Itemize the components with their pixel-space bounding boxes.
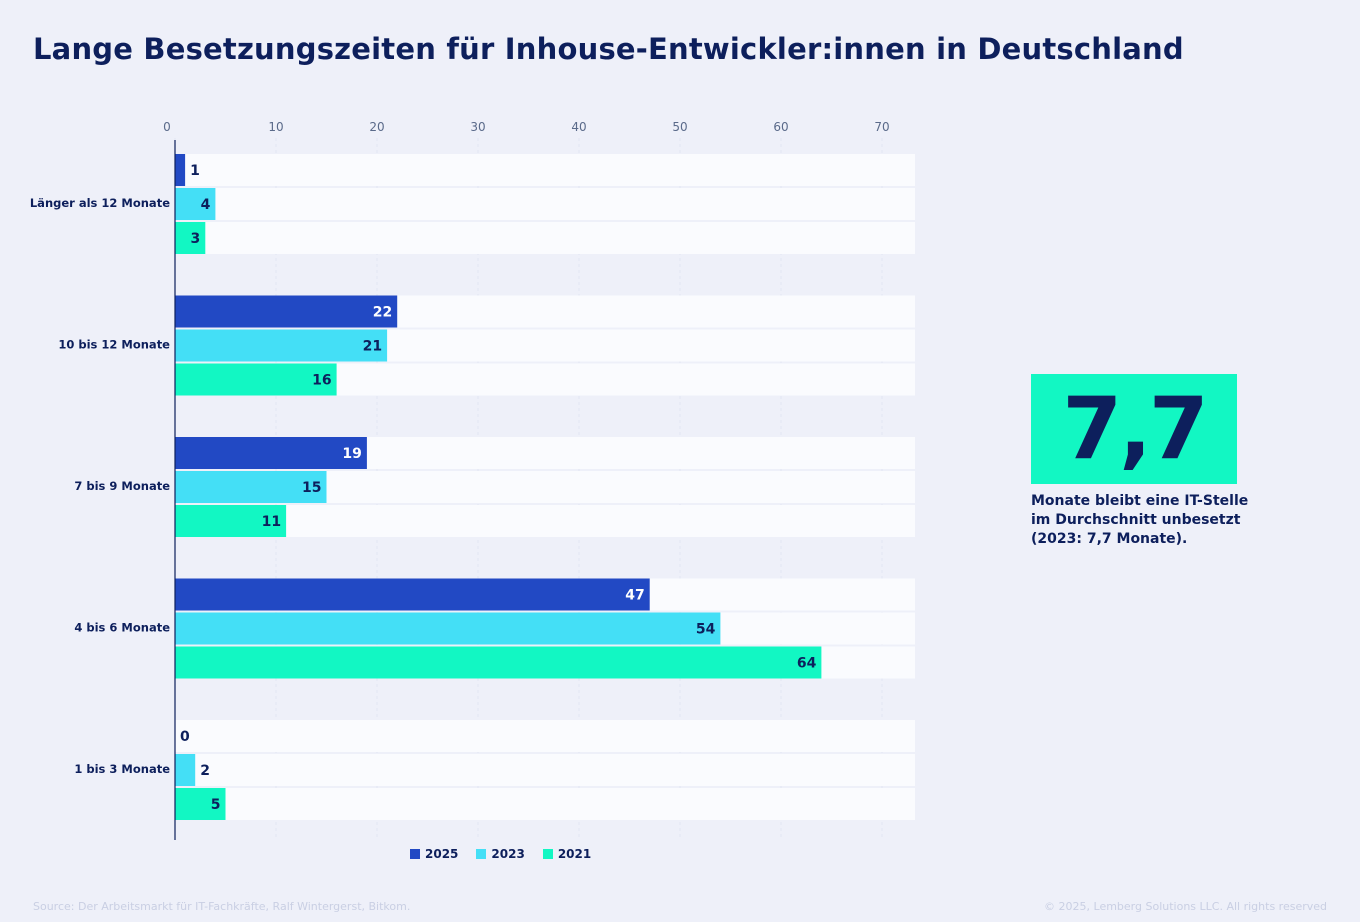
- x-tick-label: 70: [874, 120, 889, 134]
- bar-2021: [175, 505, 287, 537]
- data-label: 4: [201, 197, 211, 213]
- x-tick-label: 60: [773, 120, 788, 134]
- x-tick-label: 20: [369, 120, 384, 134]
- data-label: 1: [190, 163, 200, 179]
- legend-item-2023: 2023: [476, 847, 525, 861]
- bar-track: [175, 720, 915, 752]
- x-tick-label: 0: [163, 120, 171, 134]
- bar-2025: [175, 295, 398, 328]
- x-tick-label: 10: [268, 120, 283, 134]
- data-label: 16: [312, 373, 331, 389]
- data-label: 54: [696, 622, 716, 638]
- category-label: 10 bis 12 Monate: [58, 338, 170, 352]
- bar-2023: [175, 329, 388, 362]
- data-label: 0: [180, 729, 190, 745]
- x-tick-label: 40: [571, 120, 586, 134]
- data-label: 5: [211, 797, 221, 813]
- data-label: 19: [342, 446, 361, 462]
- bar-2023: [175, 754, 196, 786]
- data-label: 22: [373, 305, 392, 321]
- source-note: Source: Der Arbeitsmarkt für IT-Fachkräf…: [33, 900, 411, 913]
- data-label: 47: [625, 588, 644, 604]
- page-title: Lange Besetzungszeiten für Inhouse-Entwi…: [33, 32, 1184, 66]
- kpi-description: Monate bleibt eine IT-Stelle im Durchsch…: [1031, 493, 1249, 547]
- bar-2021: [175, 363, 337, 396]
- bar-2021: [175, 788, 226, 820]
- bar-2023: [175, 471, 327, 503]
- bar-2021: [175, 646, 822, 679]
- data-label: 15: [302, 480, 321, 496]
- category-label: 7 bis 9 Monate: [74, 479, 170, 493]
- data-label: 3: [191, 231, 201, 247]
- data-label: 2: [200, 763, 210, 779]
- bar-track: [175, 788, 915, 820]
- bar-2023: [175, 188, 216, 220]
- x-tick-label: 50: [672, 120, 687, 134]
- legend-item-2025: 2025: [410, 847, 458, 861]
- bar-2021: [175, 222, 206, 254]
- x-tick-label: 30: [470, 120, 485, 134]
- category-label: 4 bis 6 Monate: [74, 621, 170, 635]
- category-label: 1 bis 3 Monate: [74, 762, 170, 776]
- bar-track: [175, 222, 915, 254]
- bar-2025: [175, 578, 650, 611]
- bar-2023: [175, 612, 721, 645]
- bar-2025: [175, 154, 186, 186]
- bar-2025: [175, 437, 367, 469]
- data-label: 64: [797, 656, 817, 672]
- data-label: 11: [262, 514, 281, 530]
- bar-track: [175, 154, 915, 186]
- kpi-value: 7,7: [1031, 374, 1237, 484]
- data-label: 21: [363, 339, 382, 355]
- bar-track: [175, 505, 915, 537]
- bar-track: [175, 188, 915, 220]
- legend-item-2021: 2021: [542, 847, 591, 861]
- legend: 2025 2023 2021: [410, 847, 591, 861]
- category-label: Länger als 12 Monate: [30, 196, 170, 210]
- copyright: © 2025, Lemberg Solutions LLC. All right…: [1044, 900, 1327, 913]
- bar-track: [175, 754, 915, 786]
